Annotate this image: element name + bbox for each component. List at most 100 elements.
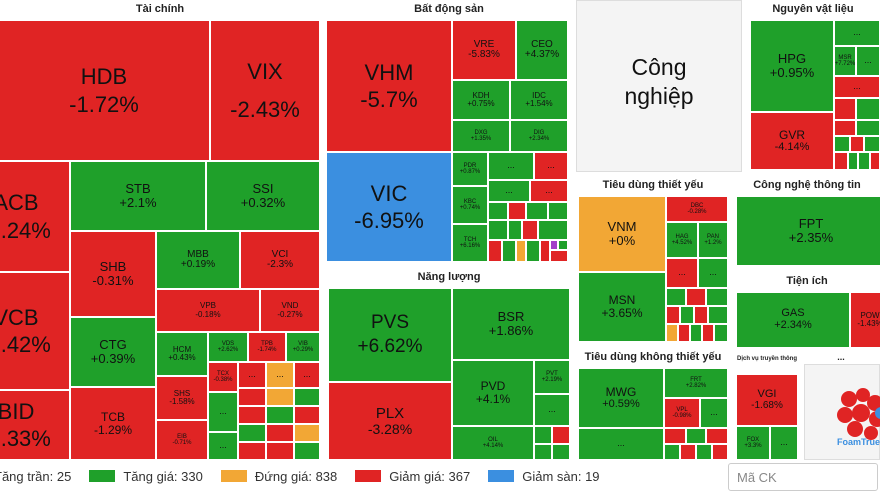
stock-tile-vgi[interactable]: VGI -1.68%: [736, 374, 798, 426]
stock-tile-mini[interactable]: [488, 202, 508, 220]
stock-tile-mini[interactable]: [238, 442, 266, 460]
sector-body[interactable]: FoamTrue: [804, 364, 880, 460]
stock-tile-mini[interactable]: [552, 426, 570, 444]
stock-tile-hcm[interactable]: HCM +0.43%: [156, 332, 208, 376]
stock-tile-vnd[interactable]: VND -0.27%: [260, 289, 320, 332]
stock-tile-mini[interactable]: [548, 202, 568, 220]
stock-tile-mini[interactable]: [238, 406, 266, 424]
stock-tile-mini[interactable]: [706, 428, 728, 444]
stock-tile-plx[interactable]: PLX -3.28%: [328, 382, 452, 460]
stock-tile-mini[interactable]: [266, 406, 294, 424]
stock-tile-mini[interactable]: [864, 136, 880, 152]
stock-tile-vci[interactable]: VCI -2.3%: [240, 231, 320, 289]
stock-tile-vds[interactable]: VDS +2.62%: [208, 332, 248, 362]
stock-tile-acb[interactable]: ACB-1.24%: [0, 161, 70, 272]
stock-tile-mini[interactable]: [702, 324, 714, 342]
stock-tile-mini[interactable]: [870, 152, 880, 170]
stock-tile-dxg[interactable]: DXG +1.35%: [452, 120, 510, 152]
stock-tile-pvs[interactable]: PVS +6.62%: [328, 288, 452, 382]
stock-tile-mini[interactable]: [508, 202, 526, 220]
stock-tile-mini[interactable]: [238, 424, 266, 442]
stock-tile-vre[interactable]: VRE -5.83%: [452, 20, 516, 80]
stock-tile-mini[interactable]: [538, 220, 568, 240]
stock-tile-mini[interactable]: [516, 240, 526, 262]
stock-tile-small[interactable]: ...: [856, 46, 880, 76]
stock-tile-small[interactable]: ...: [534, 394, 570, 426]
stock-tile-small[interactable]: ...: [698, 258, 728, 288]
stock-tile-pan[interactable]: PAN +1.2%: [698, 222, 728, 258]
stock-tile-mini[interactable]: [488, 220, 508, 240]
stock-tile-dig[interactable]: DIG +2.34%: [510, 120, 568, 152]
stock-tile-kbc[interactable]: KBC +0.74%: [452, 186, 488, 224]
stock-tile-idc[interactable]: IDC +1.54%: [510, 80, 568, 120]
stock-tile-kdh[interactable]: KDH +0.75%: [452, 80, 510, 120]
stock-tile-mini[interactable]: [848, 152, 858, 170]
stock-tile-mbb[interactable]: MBB +0.19%: [156, 231, 240, 289]
stock-tile-mini[interactable]: [708, 306, 728, 324]
stock-tile-mini[interactable]: [714, 324, 728, 342]
stock-tile-vnm[interactable]: VNM +0%: [578, 196, 666, 272]
stock-tile-pow[interactable]: POW-1.43%: [850, 292, 880, 348]
stock-tile-mini[interactable]: [488, 240, 502, 262]
stock-tile-mini[interactable]: [664, 444, 680, 460]
stock-search-input[interactable]: [728, 463, 878, 491]
stock-tile-mini[interactable]: [834, 120, 856, 136]
stock-tile-ctg[interactable]: CTG +0.39%: [70, 317, 156, 387]
stock-tile-small[interactable]: ...: [578, 428, 664, 460]
stock-tile-tcx[interactable]: TCX -0.38%: [208, 362, 238, 392]
stock-tile-small[interactable]: ...: [834, 76, 880, 98]
stock-tile-fpt[interactable]: FPT +2.35%: [736, 196, 880, 266]
stock-tile-mini[interactable]: [238, 388, 266, 406]
stock-tile-gvr[interactable]: GVR -4.14%: [750, 112, 834, 170]
stock-tile-bsr[interactable]: BSR +1.86%: [452, 288, 570, 360]
stock-tile-mini[interactable]: [558, 240, 568, 250]
stock-tile-mini[interactable]: [550, 240, 558, 250]
stock-tile-mini[interactable]: [294, 424, 320, 442]
stock-tile-mini[interactable]: [294, 442, 320, 460]
stock-tile-mini[interactable]: [664, 428, 686, 444]
stock-tile-mini[interactable]: [534, 426, 552, 444]
stock-tile-tpb[interactable]: TPB -1.74%: [248, 332, 286, 362]
stock-tile-mini[interactable]: [266, 424, 294, 442]
stock-tile-small[interactable]: ...: [208, 392, 238, 432]
stock-tile-mini[interactable]: [858, 152, 870, 170]
stock-tile-eib[interactable]: EIB -0.71%: [156, 420, 208, 460]
stock-tile-pvt[interactable]: PVT +2.19%: [534, 360, 570, 394]
stock-tile-small[interactable]: ...: [488, 152, 534, 180]
stock-tile-mini[interactable]: [522, 220, 538, 240]
stock-tile-ceo[interactable]: CEO +4.37%: [516, 20, 568, 80]
stock-tile-gas[interactable]: GAS +2.34%: [736, 292, 850, 348]
stock-tile-mini[interactable]: [526, 240, 540, 262]
stock-tile-mini[interactable]: [678, 324, 690, 342]
stock-tile-mini[interactable]: [508, 220, 522, 240]
stock-tile-mini[interactable]: [552, 444, 570, 460]
stock-tile-mini[interactable]: [856, 98, 880, 120]
stock-tile-small[interactable]: ...: [700, 398, 728, 428]
stock-tile-mini[interactable]: [534, 444, 552, 460]
stock-tile-small[interactable]: ...: [834, 20, 880, 46]
stock-tile-mini[interactable]: [550, 250, 568, 262]
stock-tile-mini[interactable]: [834, 98, 856, 120]
stock-tile-vpl[interactable]: VPL -0.98%: [664, 398, 700, 428]
stock-tile-mini[interactable]: [666, 306, 680, 324]
stock-tile-mini[interactable]: [666, 324, 678, 342]
sector-cong-nghiep[interactable]: Công nghiệp: [576, 0, 742, 172]
stock-tile-stb[interactable]: STB +2.1%: [70, 161, 206, 231]
stock-tile-mini[interactable]: [526, 202, 548, 220]
stock-tile-vpb[interactable]: VPB -0.18%: [156, 289, 260, 332]
stock-tile-frt[interactable]: FRT +2.82%: [664, 368, 728, 398]
stock-tile-mini[interactable]: [686, 428, 706, 444]
stock-tile-mini[interactable]: [680, 444, 696, 460]
stock-tile-mini[interactable]: [696, 444, 712, 460]
stock-tile-mini[interactable]: [540, 240, 550, 262]
stock-tile-small[interactable]: ...: [266, 362, 294, 388]
stock-tile-small[interactable]: ...: [294, 362, 320, 388]
stock-tile-mini[interactable]: [706, 288, 728, 306]
stock-tile-hpg[interactable]: HPG +0.95%: [750, 20, 834, 112]
stock-tile-mini[interactable]: [690, 324, 702, 342]
stock-tile-ssi[interactable]: SSI +0.32%: [206, 161, 320, 231]
stock-tile-small[interactable]: ...: [666, 258, 698, 288]
stock-tile-mini[interactable]: [266, 388, 294, 406]
stock-tile-small[interactable]: ...: [530, 180, 568, 202]
stock-tile-mini[interactable]: [294, 406, 320, 424]
